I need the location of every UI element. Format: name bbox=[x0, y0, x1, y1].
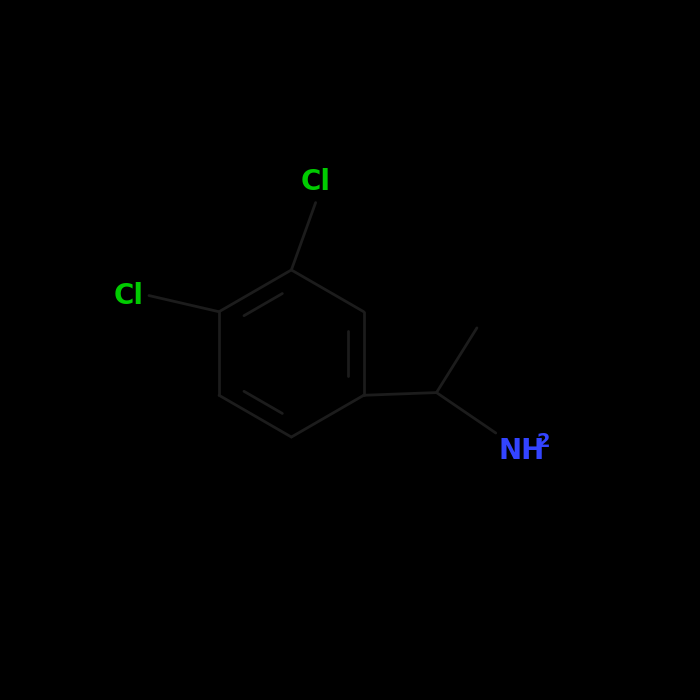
Text: Cl: Cl bbox=[300, 168, 330, 196]
Text: 2: 2 bbox=[536, 432, 550, 451]
Text: Cl: Cl bbox=[113, 281, 144, 309]
Text: NH: NH bbox=[498, 438, 545, 466]
